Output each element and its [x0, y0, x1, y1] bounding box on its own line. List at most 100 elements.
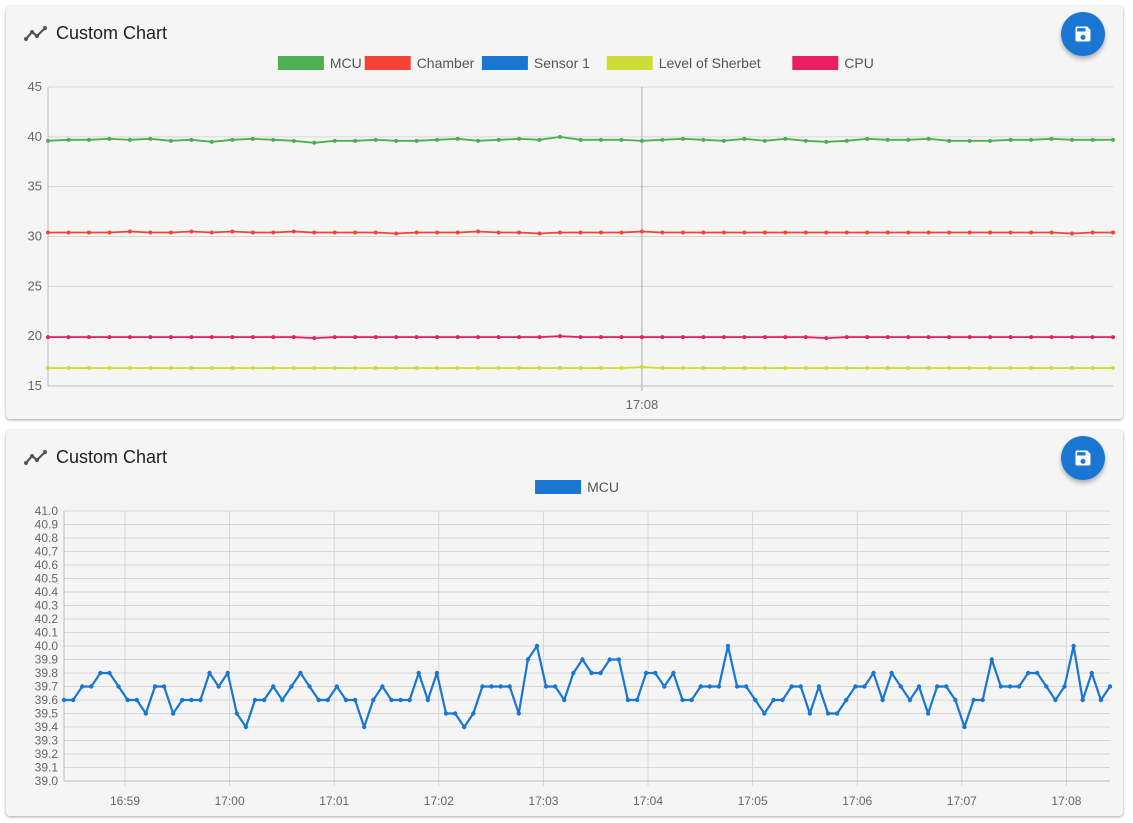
data-point[interactable]	[250, 366, 255, 371]
data-point[interactable]	[316, 697, 321, 703]
data-point[interactable]	[46, 366, 50, 371]
data-point[interactable]	[98, 670, 103, 676]
data-point[interactable]	[289, 684, 294, 689]
data-point[interactable]	[798, 684, 803, 689]
data-point[interactable]	[537, 231, 542, 236]
data-point[interactable]	[1049, 136, 1054, 141]
data-point[interactable]	[394, 138, 399, 143]
data-point[interactable]	[721, 366, 726, 371]
data-point[interactable]	[865, 335, 870, 340]
data-point[interactable]	[271, 366, 276, 371]
data-point[interactable]	[865, 136, 870, 141]
save-button[interactable]	[1061, 12, 1105, 56]
data-point[interactable]	[680, 136, 685, 141]
data-point[interactable]	[189, 137, 194, 142]
data-point[interactable]	[680, 230, 685, 235]
legend-item[interactable]: CPU	[792, 55, 874, 71]
data-point[interactable]	[435, 230, 440, 235]
data-point[interactable]	[168, 366, 173, 371]
data-point[interactable]	[742, 366, 747, 371]
data-point[interactable]	[1070, 137, 1075, 142]
data-point[interactable]	[230, 137, 235, 142]
data-point[interactable]	[616, 657, 622, 662]
data-point[interactable]	[498, 684, 503, 689]
data-point[interactable]	[209, 139, 214, 144]
data-point[interactable]	[1111, 335, 1115, 340]
data-point[interactable]	[619, 335, 624, 340]
legend-item[interactable]: Chamber	[364, 55, 475, 71]
data-point[interactable]	[762, 335, 767, 340]
data-point[interactable]	[967, 138, 972, 143]
data-point[interactable]	[824, 366, 829, 371]
data-point[interactable]	[865, 366, 870, 371]
data-point[interactable]	[148, 366, 153, 371]
data-point[interactable]	[534, 643, 540, 649]
legend-item[interactable]: MCU	[535, 479, 619, 495]
data-point[interactable]	[143, 711, 149, 716]
data-point[interactable]	[639, 138, 644, 143]
data-point[interactable]	[1008, 366, 1013, 371]
data-point[interactable]	[462, 724, 467, 730]
data-point[interactable]	[716, 684, 722, 689]
data-point[interactable]	[988, 335, 993, 340]
data-point[interactable]	[398, 697, 403, 703]
data-point[interactable]	[988, 230, 993, 235]
data-point[interactable]	[906, 335, 911, 340]
data-point[interactable]	[394, 231, 399, 236]
data-point[interactable]	[389, 697, 394, 703]
data-point[interactable]	[271, 684, 276, 689]
data-point[interactable]	[753, 697, 758, 703]
data-point[interactable]	[216, 684, 221, 689]
data-point[interactable]	[525, 657, 531, 662]
data-point[interactable]	[906, 230, 911, 235]
data-point[interactable]	[824, 336, 829, 341]
data-point[interactable]	[168, 138, 173, 143]
data-point[interactable]	[619, 230, 624, 235]
data-point[interactable]	[250, 335, 255, 340]
data-point[interactable]	[496, 137, 501, 142]
data-point[interactable]	[416, 670, 421, 676]
data-point[interactable]	[452, 711, 458, 716]
data-point[interactable]	[414, 366, 419, 371]
data-point[interactable]	[230, 229, 235, 234]
data-point[interactable]	[625, 697, 631, 703]
data-point[interactable]	[353, 335, 358, 340]
data-point[interactable]	[180, 697, 185, 703]
data-point[interactable]	[373, 335, 378, 340]
data-point[interactable]	[721, 335, 726, 340]
data-point[interactable]	[107, 230, 112, 235]
data-point[interactable]	[252, 697, 258, 703]
data-point[interactable]	[280, 697, 285, 703]
data-point[interactable]	[373, 366, 378, 371]
data-point[interactable]	[134, 697, 139, 703]
data-point[interactable]	[371, 697, 376, 703]
data-point[interactable]	[332, 366, 337, 371]
data-point[interactable]	[425, 697, 431, 703]
data-point[interactable]	[271, 230, 276, 235]
data-point[interactable]	[1025, 670, 1031, 676]
data-point[interactable]	[225, 670, 230, 676]
data-point[interactable]	[189, 229, 194, 234]
data-point[interactable]	[643, 670, 649, 676]
data-point[interactable]	[660, 230, 665, 235]
data-point[interactable]	[742, 230, 747, 235]
data-point[interactable]	[435, 137, 440, 142]
data-point[interactable]	[762, 366, 767, 371]
data-point[interactable]	[1080, 697, 1085, 703]
data-point[interactable]	[414, 138, 419, 143]
data-point[interactable]	[352, 697, 358, 703]
data-point[interactable]	[1111, 366, 1115, 371]
data-point[interactable]	[803, 138, 808, 143]
data-point[interactable]	[312, 366, 317, 371]
data-point[interactable]	[967, 366, 972, 371]
data-point[interactable]	[312, 336, 317, 341]
data-point[interactable]	[816, 684, 822, 689]
data-point[interactable]	[148, 335, 153, 340]
data-point[interactable]	[1070, 366, 1075, 371]
data-point[interactable]	[885, 230, 890, 235]
data-point[interactable]	[598, 137, 603, 142]
data-point[interactable]	[537, 366, 542, 371]
data-point[interactable]	[1070, 231, 1075, 236]
data-point[interactable]	[507, 684, 512, 689]
data-point[interactable]	[152, 684, 158, 689]
